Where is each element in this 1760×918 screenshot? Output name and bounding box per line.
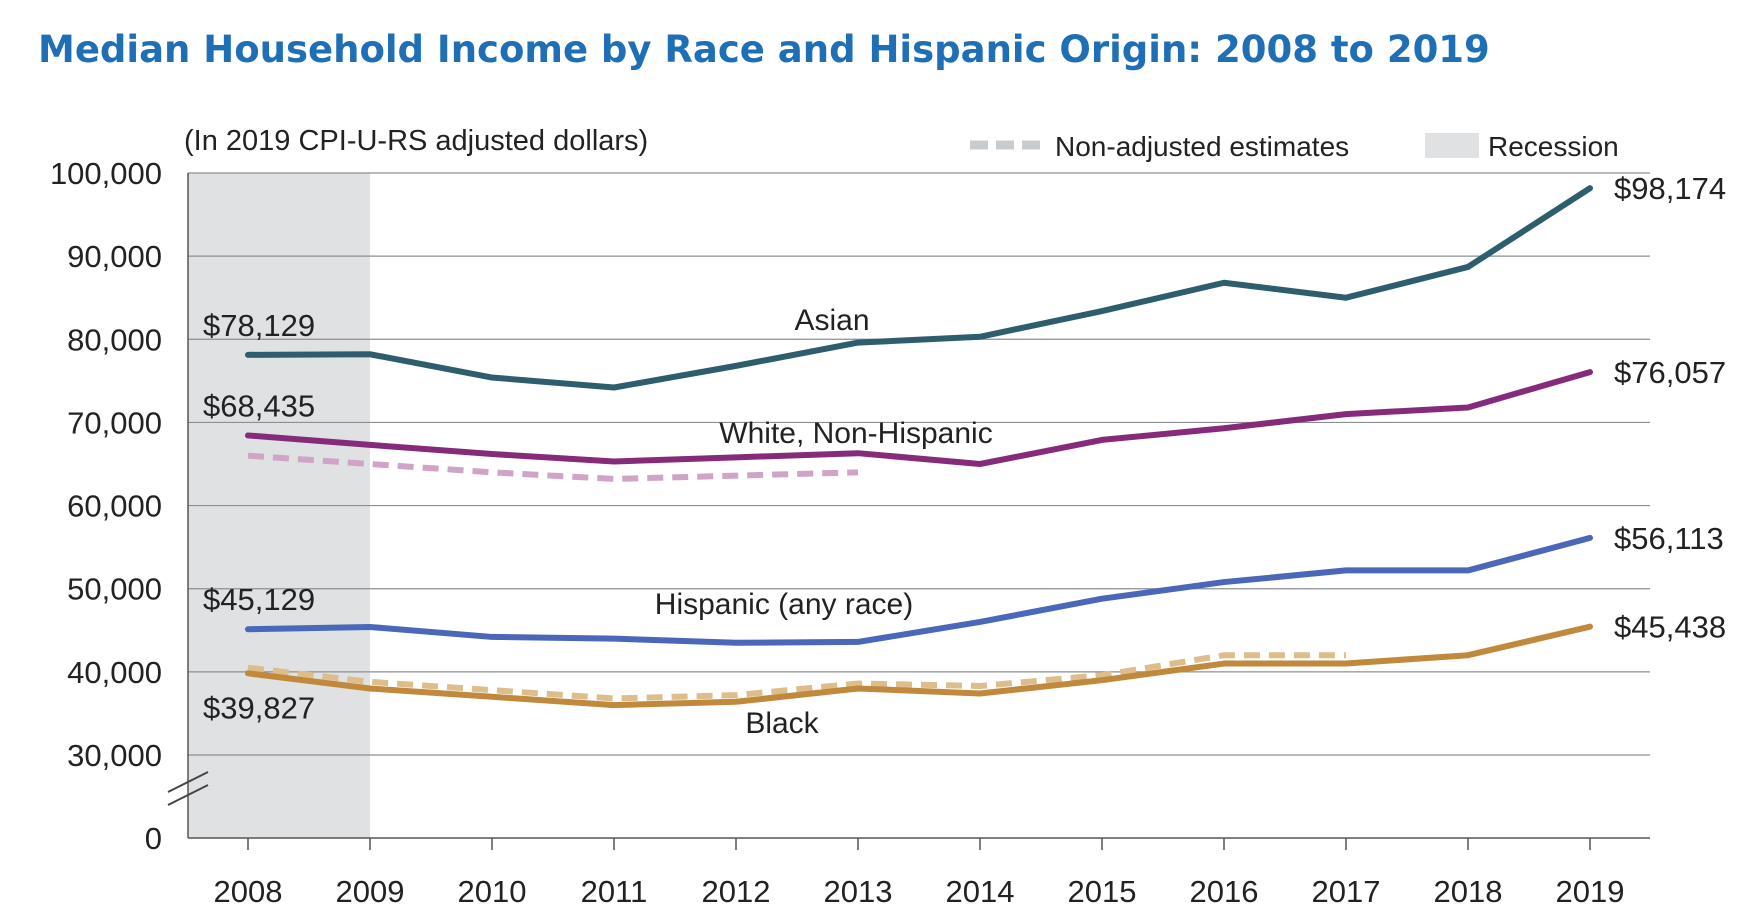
x-tick-label: 2010 [458,874,527,909]
chart-title: Median Household Income by Race and Hisp… [38,28,1490,71]
x-tick-label: 2019 [1556,874,1625,909]
x-tick-label: 2018 [1434,874,1503,909]
x-tick-label: 2009 [336,874,405,909]
legend-recession-label: Recession [1488,131,1619,162]
x-tick-label: 2011 [581,874,648,909]
x-tick-labels: 2008 2009 2010 2011 2012 2013 2014 2015 2016 2017… [214,874,1625,909]
y-tick-label: 40,000 [67,655,162,690]
series-name-label: Black [745,707,819,740]
series-name-label: Asian [794,304,869,337]
y-tick-label: 80,000 [67,322,162,357]
axis-break-mark [167,784,209,806]
non-adjusted-lines [247,452,1346,702]
series-line [245,369,1593,467]
y-tick-label: 60,000 [67,489,162,524]
series-line [245,623,1593,709]
grid-lines [188,172,1650,756]
legend-dashed-label: Non-adjusted estimates [1055,131,1349,162]
y-tick-label: 90,000 [67,239,162,274]
series-line [245,185,1593,391]
end-value-label: $45,438 [1614,610,1726,645]
x-tick-label: 2016 [1190,874,1259,909]
non-adjusted-line [247,452,859,482]
axis-break-mark [167,771,209,793]
series-name-label: White, Non-Hispanic [719,417,992,450]
start-value-label: $39,827 [203,690,315,725]
start-value-label: $78,129 [203,308,315,343]
x-tick-label: 2013 [824,874,893,909]
legend-recession-swatch [1425,133,1479,158]
y-tick-label: 70,000 [67,405,162,440]
y-tick-label: 100,000 [50,156,162,191]
x-tick-label: 2012 [702,874,771,909]
y-tick-label: 50,000 [67,572,162,607]
legend: Non-adjusted estimates Recession [970,131,1619,162]
x-tick-label: 2017 [1312,874,1381,909]
axes [167,173,1650,850]
y-tick-labels: 0 30,000 40,000 50,000 60,000 70,000 80,000 90,… [50,156,162,856]
series-name-label: Hispanic (any race) [655,588,913,621]
x-tick-label: 2014 [946,874,1015,909]
non-adjusted-line [247,652,1346,702]
series-lines [245,185,1593,709]
x-tick-label: 2015 [1068,874,1137,909]
start-value-label: $45,129 [203,582,315,617]
x-tick-label: 2008 [214,874,283,909]
start-value-label: $68,435 [203,388,315,423]
end-value-label: $98,174 [1614,171,1726,206]
chart-subtitle: (In 2019 CPI-U-RS adjusted dollars) [184,125,648,157]
end-value-label: $76,057 [1614,355,1726,390]
end-value-label: $56,113 [1614,521,1724,556]
y-tick-label: 0 [145,821,162,856]
y-tick-label: 30,000 [67,738,162,773]
series-labels: Asian $78,129 $98,174 White, Non-Hispanic $6… [203,171,1726,740]
series-line [245,534,1593,646]
